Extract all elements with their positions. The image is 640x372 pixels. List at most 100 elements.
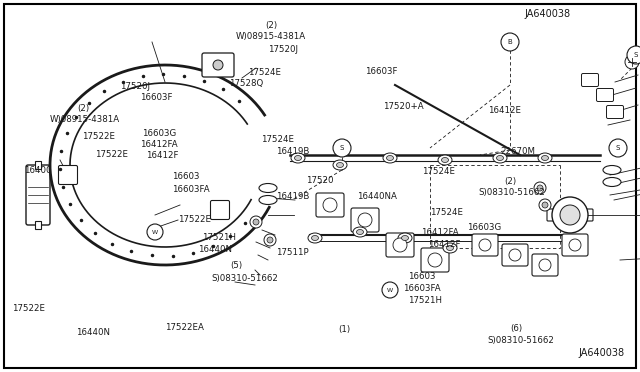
Circle shape <box>534 182 546 194</box>
Text: 17522E: 17522E <box>178 215 211 224</box>
Circle shape <box>147 224 163 240</box>
Ellipse shape <box>308 233 322 243</box>
Text: JA640038: JA640038 <box>525 9 571 19</box>
FancyBboxPatch shape <box>58 166 77 185</box>
Text: 17528Q: 17528Q <box>229 79 264 88</box>
Text: 16400: 16400 <box>24 166 52 175</box>
Text: S)08310-51662: S)08310-51662 <box>211 275 278 283</box>
FancyBboxPatch shape <box>607 106 623 119</box>
Ellipse shape <box>538 153 552 163</box>
Circle shape <box>323 198 337 212</box>
Ellipse shape <box>337 163 344 167</box>
Circle shape <box>625 55 639 69</box>
Circle shape <box>542 202 548 208</box>
Circle shape <box>560 205 580 225</box>
Ellipse shape <box>291 153 305 163</box>
FancyBboxPatch shape <box>547 209 593 221</box>
FancyBboxPatch shape <box>562 234 588 256</box>
Ellipse shape <box>356 230 364 234</box>
Text: 16419B: 16419B <box>276 147 310 156</box>
Circle shape <box>537 185 543 191</box>
FancyBboxPatch shape <box>316 193 344 217</box>
Circle shape <box>428 253 442 267</box>
Text: (1): (1) <box>338 325 350 334</box>
FancyBboxPatch shape <box>472 234 498 256</box>
Circle shape <box>539 199 551 211</box>
Circle shape <box>253 219 259 225</box>
FancyBboxPatch shape <box>351 208 379 232</box>
Circle shape <box>539 259 551 271</box>
Text: 16603: 16603 <box>172 172 199 181</box>
Circle shape <box>264 234 276 246</box>
Text: 16412F: 16412F <box>146 151 179 160</box>
Ellipse shape <box>398 233 412 243</box>
Text: JA640038: JA640038 <box>579 348 625 358</box>
Circle shape <box>609 139 627 157</box>
Circle shape <box>509 249 521 261</box>
Text: 17524E: 17524E <box>248 68 282 77</box>
Ellipse shape <box>259 183 277 192</box>
Ellipse shape <box>447 246 454 250</box>
Text: W)08915-4381A: W)08915-4381A <box>50 115 120 124</box>
Ellipse shape <box>438 155 452 165</box>
Text: (2): (2) <box>77 104 89 113</box>
Text: 16603F: 16603F <box>365 67 397 76</box>
Text: 16440N: 16440N <box>198 246 232 254</box>
Circle shape <box>333 139 351 157</box>
Text: W)08915-4381A: W)08915-4381A <box>236 32 306 41</box>
Text: 17521H: 17521H <box>202 233 236 242</box>
Text: S)08310-51662: S)08310-51662 <box>479 188 545 197</box>
Circle shape <box>501 33 519 51</box>
Text: 16440N: 16440N <box>76 328 109 337</box>
Text: 17524E: 17524E <box>261 135 294 144</box>
Text: 16412E: 16412E <box>488 106 521 115</box>
FancyBboxPatch shape <box>26 165 50 225</box>
FancyBboxPatch shape <box>596 89 614 102</box>
Text: 16412F: 16412F <box>428 240 460 249</box>
Text: 17520+A: 17520+A <box>383 102 423 110</box>
Circle shape <box>382 282 398 298</box>
Text: 16412FA: 16412FA <box>421 228 459 237</box>
Text: 16603F: 16603F <box>140 93 172 102</box>
Circle shape <box>393 238 407 252</box>
Circle shape <box>358 213 372 227</box>
Text: 16440NA: 16440NA <box>357 192 397 201</box>
Text: 16603G: 16603G <box>467 223 502 232</box>
Ellipse shape <box>442 157 449 163</box>
Text: S: S <box>616 145 620 151</box>
Text: 17521H: 17521H <box>408 296 442 305</box>
Text: W: W <box>152 230 158 234</box>
Ellipse shape <box>312 235 319 241</box>
Text: (2): (2) <box>504 177 516 186</box>
Ellipse shape <box>259 196 277 205</box>
Text: 17520: 17520 <box>306 176 333 185</box>
Bar <box>35 161 41 169</box>
FancyBboxPatch shape <box>211 201 230 219</box>
Circle shape <box>569 239 581 251</box>
FancyBboxPatch shape <box>421 248 449 272</box>
Ellipse shape <box>541 155 548 160</box>
Ellipse shape <box>387 155 394 160</box>
Circle shape <box>250 216 262 228</box>
Text: 16412FA: 16412FA <box>140 140 177 149</box>
Ellipse shape <box>294 155 301 160</box>
Text: 16603FA: 16603FA <box>403 284 441 293</box>
FancyBboxPatch shape <box>502 244 528 266</box>
Ellipse shape <box>493 153 507 163</box>
Text: 17511P: 17511P <box>276 248 309 257</box>
Ellipse shape <box>383 153 397 163</box>
Ellipse shape <box>497 155 504 160</box>
Ellipse shape <box>443 243 457 253</box>
Ellipse shape <box>603 177 621 186</box>
Text: (2): (2) <box>266 21 278 30</box>
Circle shape <box>627 46 640 64</box>
Text: (6): (6) <box>511 324 523 333</box>
Text: 17522EA: 17522EA <box>165 323 204 332</box>
Text: 17522E: 17522E <box>95 150 128 159</box>
FancyBboxPatch shape <box>532 254 558 276</box>
Ellipse shape <box>603 166 621 174</box>
FancyBboxPatch shape <box>386 233 414 257</box>
Text: B: B <box>508 39 513 45</box>
FancyBboxPatch shape <box>202 53 234 77</box>
Text: W: W <box>387 288 393 292</box>
